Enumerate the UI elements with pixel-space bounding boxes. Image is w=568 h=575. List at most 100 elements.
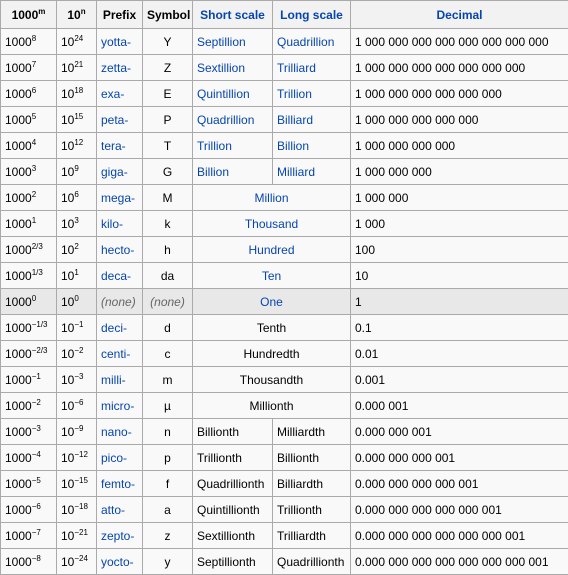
prefix-link[interactable]: giga- (97, 159, 143, 185)
short-scale-link[interactable]: Sextillion (193, 55, 273, 81)
power-1000-base: 1000 (5, 425, 32, 439)
long-scale-link[interactable]: Trillion (273, 81, 351, 107)
power-1000-base: 1000 (5, 61, 32, 75)
short-scale-link[interactable]: Quadrillion (193, 107, 273, 133)
power-10-cell: 101 (57, 263, 97, 289)
power-1000-cell: 10000 (1, 289, 57, 315)
power-10-base: 10 (61, 243, 74, 257)
power-10-base: 10 (61, 61, 74, 75)
prefix-link[interactable]: deca- (97, 263, 143, 289)
prefix-link[interactable]: zepto- (97, 523, 143, 549)
decimal-cell: 0.000 000 000 001 (351, 445, 568, 471)
prefix-link[interactable]: yotta- (97, 29, 143, 55)
power-1000-exponent: 3 (32, 164, 36, 173)
prefix-link[interactable]: pico- (97, 445, 143, 471)
prefix-link[interactable]: peta- (97, 107, 143, 133)
power-1000-exponent: −6 (32, 502, 41, 511)
long-scale-link[interactable]: Milliard (273, 159, 351, 185)
prefix-link[interactable]: yocto- (97, 549, 143, 575)
power-10-base: 10 (61, 321, 74, 335)
scale-name-cell: Thousandth (193, 367, 351, 393)
long-scale-link[interactable]: Billion (273, 133, 351, 159)
short-scale-cell: Quadrillionth (193, 471, 273, 497)
header-long-scale-link[interactable]: Long scale (273, 1, 351, 29)
power-10-cell: 10−15 (57, 471, 97, 497)
scale-name-link[interactable]: Hundred (193, 237, 351, 263)
power-10-exponent: −6 (74, 398, 83, 407)
header-power-10: 10n (57, 1, 97, 29)
scale-name-link[interactable]: Million (193, 185, 351, 211)
scale-name-link[interactable]: One (193, 289, 351, 315)
decimal-cell: 1 000 000 (351, 185, 568, 211)
power-10-base: 10 (61, 87, 74, 101)
prefix-link[interactable]: nano- (97, 419, 143, 445)
decimal-cell: 1 000 (351, 211, 568, 237)
symbol-cell: G (143, 159, 193, 185)
power-10-cell: 106 (57, 185, 97, 211)
power-10-cell: 1015 (57, 107, 97, 133)
decimal-cell: 0.000 000 000 000 000 000 000 001 (351, 549, 568, 575)
prefix-link[interactable]: mega- (97, 185, 143, 211)
prefix-link[interactable]: milli- (97, 367, 143, 393)
prefix-link[interactable]: micro- (97, 393, 143, 419)
prefix-link[interactable]: tera- (97, 133, 143, 159)
power-10-cell: 10−9 (57, 419, 97, 445)
power-1000-base: 1000 (5, 269, 32, 283)
prefix-link[interactable]: hecto- (97, 237, 143, 263)
power-1000-cell: 10001/3 (1, 263, 57, 289)
power-10-cell: 10−2 (57, 341, 97, 367)
prefix-link[interactable]: exa- (97, 81, 143, 107)
power-1000-base: 1000 (5, 243, 32, 257)
power-1000-cell: 1000−1/3 (1, 315, 57, 341)
prefix-link[interactable]: centi- (97, 341, 143, 367)
decimal-cell: 0.000 000 000 000 001 (351, 471, 568, 497)
decimal-cell: 1 000 000 000 000 (351, 133, 568, 159)
decimal-cell: 1 000 000 000 (351, 159, 568, 185)
power-10-cell: 109 (57, 159, 97, 185)
power-10-exponent: 9 (74, 164, 78, 173)
power-10-exponent: 15 (74, 112, 83, 121)
power-1000-cell: 1000−1 (1, 367, 57, 393)
power-1000-exponent: −7 (32, 528, 41, 537)
prefix-link[interactable]: zetta- (97, 55, 143, 81)
long-scale-link[interactable]: Billiard (273, 107, 351, 133)
power-10-base: 10 (61, 113, 74, 127)
header-decimal-link[interactable]: Decimal (351, 1, 568, 29)
short-scale-link[interactable]: Quintillion (193, 81, 273, 107)
prefix-link[interactable]: atto- (97, 497, 143, 523)
header-row: 1000m 10n Prefix Symbol Short scale Long… (1, 1, 568, 29)
power-10-base: 10 (61, 373, 74, 387)
short-scale-link[interactable]: Billion (193, 159, 273, 185)
scale-name-link[interactable]: Thousand (193, 211, 351, 237)
short-scale-link[interactable]: Septillion (193, 29, 273, 55)
long-scale-cell: Milliardth (273, 419, 351, 445)
symbol-cell: da (143, 263, 193, 289)
symbol-cell: y (143, 549, 193, 575)
prefix-link[interactable]: deci- (97, 315, 143, 341)
long-scale-link[interactable]: Trilliard (273, 55, 351, 81)
symbol-cell: c (143, 341, 193, 367)
prefix-link[interactable]: femto- (97, 471, 143, 497)
scale-name-link[interactable]: Ten (193, 263, 351, 289)
power-1000-cell: 10006 (1, 81, 57, 107)
prefix-link[interactable]: kilo- (97, 211, 143, 237)
long-scale-link[interactable]: Quadrillion (273, 29, 351, 55)
power-10-cell: 103 (57, 211, 97, 237)
header-short-scale-link[interactable]: Short scale (193, 1, 273, 29)
power-1000-exponent: −1 (32, 372, 41, 381)
power-1000-base: 1000 (5, 139, 32, 153)
short-scale-link[interactable]: Trillion (193, 133, 273, 159)
power-1000-exponent: 2 (32, 190, 36, 199)
